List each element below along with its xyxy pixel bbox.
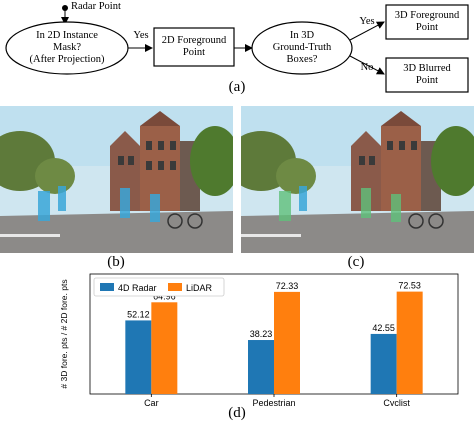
no2-label: No bbox=[360, 62, 374, 73]
decision1-text: In 2D Instance Mask? (After Projection) bbox=[29, 30, 105, 65]
box-2d-foreground bbox=[153, 27, 235, 67]
bar-car-1 bbox=[151, 302, 178, 394]
y-axis-label: # 3D fore. pts / # 2D fore. pts bbox=[59, 279, 69, 388]
street-scene-image-radar bbox=[241, 106, 474, 253]
caption-d: (d) bbox=[228, 405, 246, 421]
bar-pedestrian-1 bbox=[274, 291, 300, 394]
caption-b: (b) bbox=[107, 254, 125, 270]
street-scene-image bbox=[0, 106, 233, 253]
street-photo-left bbox=[0, 106, 233, 253]
x-tick-label: Car bbox=[144, 398, 159, 406]
bar-chart: # 3D fore. pts / # 2D fore. pts52.1264.9… bbox=[59, 273, 459, 406]
radar-point-label: Radar Point bbox=[71, 1, 121, 12]
caption-a: (a) bbox=[228, 79, 246, 95]
arrow-no2 bbox=[349, 55, 385, 75]
bar-cyclist-0 bbox=[370, 333, 397, 394]
data-label: 72.53 bbox=[398, 281, 421, 291]
data-label: 52.12 bbox=[127, 309, 150, 319]
data-label: 38.23 bbox=[250, 329, 273, 339]
legend-swatch bbox=[168, 283, 182, 291]
x-tick-label: Pedestrian bbox=[252, 398, 295, 406]
box-3d-foreground bbox=[385, 4, 469, 40]
caption-c: (c) bbox=[347, 254, 365, 270]
street-photo-right bbox=[241, 106, 474, 253]
legend-box bbox=[93, 277, 225, 297]
data-label: 72.33 bbox=[276, 281, 299, 291]
bar-pedestrian-0 bbox=[248, 340, 274, 394]
legend-entry: 4D Radar bbox=[118, 283, 157, 293]
bar-car-0 bbox=[125, 320, 152, 394]
yes2-label: Yes bbox=[359, 16, 375, 27]
flowchart bbox=[5, 4, 469, 93]
box-blur-text: 3D Blurred Point bbox=[403, 63, 451, 86]
data-label: 42.55 bbox=[372, 323, 395, 333]
legend-entry: LiDAR bbox=[186, 283, 213, 293]
box-3d-blurred bbox=[385, 57, 469, 93]
box-fg2d-text: 2D Foreground Point bbox=[161, 35, 227, 58]
arrow-yes2 bbox=[349, 21, 385, 41]
bar-cyclist-1 bbox=[396, 291, 423, 394]
box-fg3d-text: 3D Foreground Point bbox=[394, 10, 460, 33]
x-tick-label: Cyclist bbox=[383, 398, 410, 406]
legend-swatch bbox=[100, 283, 114, 291]
decision-3d-boxes bbox=[251, 21, 353, 75]
decision2-text: In 3D Ground-Truth Boxes? bbox=[272, 30, 332, 65]
yes1-label: Yes bbox=[133, 30, 149, 41]
